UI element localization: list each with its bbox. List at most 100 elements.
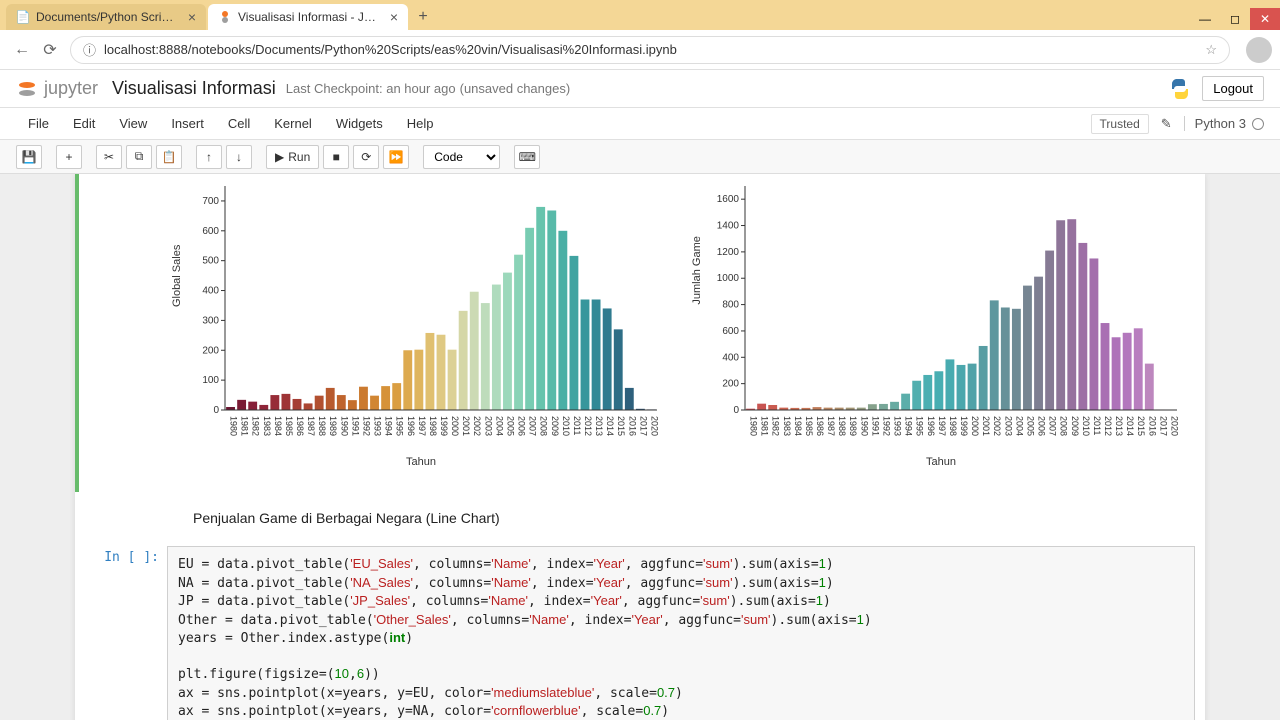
browser-tab-2[interactable]: Visualisasi Informasi - Jupyter Nc ×	[208, 4, 408, 30]
svg-text:2017: 2017	[1158, 416, 1168, 436]
svg-text:1995: 1995	[915, 416, 925, 436]
kernel-indicator[interactable]: Python 3	[1184, 116, 1264, 131]
xlabel: Tahun	[181, 456, 661, 468]
svg-text:200: 200	[202, 345, 219, 356]
maximize-button[interactable]: ◻	[1220, 8, 1250, 30]
add-cell-button[interactable]: +	[56, 145, 82, 169]
close-button[interactable]: ✕	[1250, 8, 1280, 30]
menu-kernel[interactable]: Kernel	[262, 116, 324, 131]
notebook-title[interactable]: Visualisasi Informasi	[112, 78, 276, 99]
svg-text:1989: 1989	[848, 416, 858, 436]
markdown-cell[interactable]: Penjualan Game di Berbagai Negara (Line …	[75, 492, 1205, 540]
svg-text:700: 700	[202, 196, 219, 207]
markdown-text: Penjualan Game di Berbagai Negara (Line …	[93, 498, 1195, 534]
svg-text:1997: 1997	[937, 416, 947, 436]
svg-text:1982: 1982	[251, 416, 261, 436]
svg-text:2007: 2007	[528, 416, 538, 436]
svg-text:400: 400	[202, 286, 219, 297]
svg-text:300: 300	[202, 315, 219, 326]
menu-insert[interactable]: Insert	[159, 116, 216, 131]
svg-text:1985: 1985	[284, 416, 294, 436]
url-text: localhost:8888/notebooks/Documents/Pytho…	[104, 42, 677, 57]
move-down-button[interactable]: ↓	[226, 145, 252, 169]
back-button[interactable]: ←	[8, 36, 36, 64]
celltype-select[interactable]: Code	[423, 145, 500, 169]
svg-text:1992: 1992	[361, 416, 371, 436]
ylabel: Global Sales	[171, 245, 183, 307]
menu-help[interactable]: Help	[395, 116, 446, 131]
output-prompt	[97, 180, 171, 486]
svg-text:2012: 2012	[1103, 416, 1113, 436]
info-icon: ⓘ	[83, 40, 96, 59]
browser-titlebar: 📄 Documents/Python Scripts/eas × Visuali…	[0, 0, 1280, 30]
svg-text:400: 400	[722, 352, 739, 363]
svg-text:1999: 1999	[959, 416, 969, 436]
input-prompt: In [ ]:	[93, 546, 167, 720]
svg-text:0: 0	[733, 405, 739, 416]
logo-text: jupyter	[44, 78, 98, 99]
code-editor[interactable]: EU = data.pivot_table('EU_Sales', column…	[167, 546, 1195, 720]
python-icon	[1168, 77, 1192, 101]
ylabel: Jumlah Game	[691, 236, 703, 304]
svg-text:2012: 2012	[583, 416, 593, 436]
menu-widgets[interactable]: Widgets	[324, 116, 395, 131]
paste-button[interactable]: 📋	[156, 145, 182, 169]
notebook-area: Global Sales 010020030040050060070019801…	[0, 174, 1280, 720]
svg-text:2014: 2014	[1125, 416, 1135, 436]
trusted-badge[interactable]: Trusted	[1091, 114, 1149, 134]
code-cell[interactable]: In [ ]: EU = data.pivot_table('EU_Sales'…	[75, 540, 1205, 720]
move-up-button[interactable]: ↑	[196, 145, 222, 169]
svg-text:1994: 1994	[384, 416, 394, 436]
command-palette-button[interactable]: ⌨	[514, 145, 540, 169]
output-cell[interactable]: Global Sales 010020030040050060070019801…	[75, 174, 1205, 492]
svg-text:1992: 1992	[881, 416, 891, 436]
bookmark-icon[interactable]: ☆	[1205, 42, 1217, 58]
svg-text:2015: 2015	[1136, 416, 1146, 436]
new-tab-button[interactable]: +	[410, 4, 436, 30]
minimize-button[interactable]: —	[1190, 8, 1220, 30]
svg-text:1993: 1993	[893, 416, 903, 436]
chart-jumlah-game: Jumlah Game 0200400600800100012001400160…	[701, 184, 1181, 468]
profile-avatar[interactable]	[1246, 37, 1272, 63]
svg-text:1400: 1400	[717, 221, 740, 232]
browser-tab-1[interactable]: 📄 Documents/Python Scripts/eas ×	[6, 4, 206, 30]
url-input[interactable]: ⓘ localhost:8888/notebooks/Documents/Pyt…	[70, 36, 1230, 64]
folder-icon: 📄	[16, 10, 30, 24]
jupyter-logo[interactable]: jupyter	[16, 78, 98, 100]
copy-button[interactable]: ⧉	[126, 145, 152, 169]
svg-text:1998: 1998	[428, 416, 438, 436]
restart-run-button[interactable]: ⏩	[383, 145, 409, 169]
svg-text:2005: 2005	[505, 416, 515, 436]
svg-text:2003: 2003	[483, 416, 493, 436]
svg-text:1983: 1983	[262, 416, 272, 436]
kernel-label: Python 3	[1195, 116, 1246, 131]
menu-view[interactable]: View	[107, 116, 159, 131]
logout-button[interactable]: Logout	[1202, 76, 1264, 101]
svg-text:1999: 1999	[439, 416, 449, 436]
svg-text:2002: 2002	[992, 416, 1002, 436]
menu-cell[interactable]: Cell	[216, 116, 262, 131]
xlabel: Tahun	[701, 456, 1181, 468]
menu-file[interactable]: File	[16, 116, 61, 131]
svg-text:2001: 2001	[981, 416, 991, 436]
reload-button[interactable]: ⟳	[36, 36, 64, 64]
save-button[interactable]: 💾	[16, 145, 42, 169]
stop-button[interactable]: ■	[323, 145, 349, 169]
menu-edit[interactable]: Edit	[61, 116, 107, 131]
cut-button[interactable]: ✂	[96, 145, 122, 169]
restart-button[interactable]: ⟳	[353, 145, 379, 169]
svg-text:600: 600	[202, 226, 219, 237]
close-icon[interactable]: ×	[188, 9, 196, 25]
svg-text:2011: 2011	[572, 416, 582, 435]
browser-addressbar: ← ⟳ ⓘ localhost:8888/notebooks/Documents…	[0, 30, 1280, 70]
svg-text:800: 800	[722, 300, 739, 311]
edit-icon[interactable]: ✎	[1161, 116, 1172, 132]
svg-text:1600: 1600	[717, 194, 740, 205]
jupyter-menubar: File Edit View Insert Cell Kernel Widget…	[0, 108, 1280, 140]
run-button[interactable]: ▶ Run	[266, 145, 319, 169]
svg-text:1996: 1996	[926, 416, 936, 436]
svg-text:0: 0	[213, 405, 219, 416]
close-icon[interactable]: ×	[390, 9, 398, 25]
svg-text:2008: 2008	[1059, 416, 1069, 436]
svg-text:2016: 2016	[1147, 416, 1157, 436]
